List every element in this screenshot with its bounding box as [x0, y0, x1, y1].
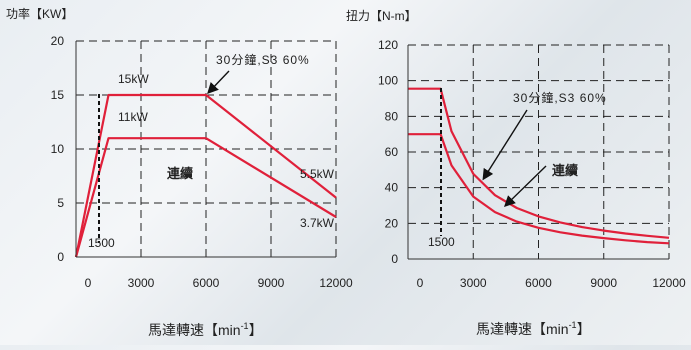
- power-x-tick-label: 6000: [193, 276, 220, 290]
- torque-y-tick-label: 120: [378, 38, 398, 52]
- torque-s3-arrow: [482, 109, 528, 181]
- power-chart: 功率【KW】 0 5 10 15 20 0 3000 6000 9000 12000 1500 1…: [6, 6, 353, 338]
- power-x-tick-label: 9000: [258, 276, 285, 290]
- power-y-tick-label: 5: [57, 196, 64, 210]
- torque-y-tick-label: 40: [385, 181, 399, 195]
- torque-x-tick-label: 3000: [460, 276, 487, 290]
- power-grid: [76, 40, 337, 257]
- torque-y-tick-label: 20: [385, 216, 399, 230]
- power-x-axis-title: 馬達轉速【min-1】: [148, 321, 263, 338]
- power-tick-labels: 0 5 10 15 20 0 3000 6000 9000 12000: [51, 34, 353, 290]
- torque-continuous-arrow: [503, 165, 547, 207]
- power-x-tick-label: 3000: [128, 276, 155, 290]
- torque-y-tick-label: 0: [391, 252, 398, 266]
- torque-y-tick-label: 60: [385, 145, 399, 159]
- torque-x-tick-label: 0: [417, 276, 424, 290]
- power-continuous-label: 連續: [167, 166, 193, 181]
- power-base-speed-label: 1500: [88, 236, 115, 250]
- torque-base-speed-label: 1500: [428, 235, 455, 249]
- power-y-tick-label: 10: [51, 142, 65, 156]
- torque-y-axis-title: 扭力【N-m】: [346, 9, 417, 23]
- torque-s3-label: 30分鐘,S3 60%: [513, 90, 607, 105]
- power-end-label-3-7kw: 3.7kW: [300, 216, 335, 230]
- power-end-label-5-5kw: 5.5kW: [300, 167, 335, 181]
- power-x-tick-label: 0: [85, 276, 92, 290]
- torque-chart: 扭力【N-m】 0 20 40 60 80 100 120 0 3000 6000 9000 1200…: [346, 9, 686, 337]
- power-y-tick-label: 15: [51, 88, 65, 102]
- torque-y-tick-label: 100: [378, 74, 398, 88]
- power-series: [74, 93, 337, 258]
- power-s3-arrow: [207, 70, 230, 95]
- power-x-tick-label: 12000: [319, 276, 353, 290]
- svg-text:馬達轉速【min-1】: 馬達轉速【min-1】: [476, 320, 591, 337]
- power-y-tick-label: 0: [57, 250, 64, 264]
- torque-x-axis-title: 馬達轉速【min-1】: [476, 320, 591, 337]
- torque-continuous-label: 連續: [552, 163, 578, 178]
- torque-tick-labels: 0 20 40 60 80 100 120 0 3000 6000 9000 12000: [378, 38, 686, 290]
- torque-x-tick-label: 12000: [652, 276, 686, 290]
- torque-series-line-continuous: [408, 133, 670, 245]
- torque-y-tick-label: 80: [385, 109, 399, 123]
- power-peak-label-11kw: 11kW: [118, 110, 148, 124]
- torque-x-tick-label: 6000: [525, 276, 552, 290]
- torque-x-tick-label: 9000: [590, 276, 617, 290]
- power-series-line-s3: [74, 93, 337, 258]
- power-y-axis-title: 功率【KW】: [6, 6, 73, 21]
- torque-series: [408, 87, 670, 245]
- power-y-tick-label: 20: [51, 34, 65, 48]
- power-peak-label-15kw: 15kW: [118, 72, 149, 86]
- power-s3-label: 30分鐘,S3 60%: [216, 52, 310, 67]
- torque-series-line-s3: [408, 87, 670, 239]
- svg-text:馬達轉速【min-1】: 馬達轉速【min-1】: [148, 321, 263, 338]
- torque-grid: [408, 44, 670, 259]
- power-series-line-continuous: [74, 137, 337, 258]
